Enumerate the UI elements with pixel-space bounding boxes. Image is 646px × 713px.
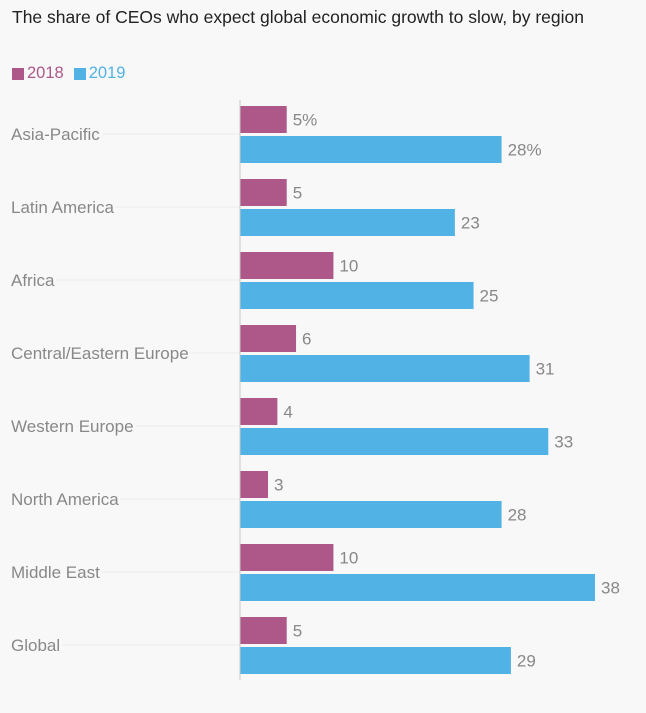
category-label: Asia-Pacific xyxy=(11,125,100,144)
legend-label-2019: 2019 xyxy=(88,64,126,82)
bar-2019 xyxy=(240,355,530,382)
value-label-2019: 28% xyxy=(508,141,542,160)
bar-2018 xyxy=(240,471,269,498)
chart-title: The share of CEOs who expect global econ… xyxy=(12,7,584,27)
bar-2018 xyxy=(240,179,287,206)
value-label-2019: 28 xyxy=(508,506,527,525)
bar-2019 xyxy=(240,501,502,528)
legend-item-2019: 2019 xyxy=(73,64,126,83)
bar-2019 xyxy=(240,282,474,309)
category-label: Latin America xyxy=(11,198,115,217)
value-label-2018: 10 xyxy=(339,549,358,568)
legend-label-2018: 2018 xyxy=(27,64,64,82)
bar-2018 xyxy=(240,252,334,279)
bar-2019 xyxy=(240,136,502,163)
value-label-2018: 6 xyxy=(302,330,311,349)
category-label: North America xyxy=(11,490,119,509)
bar-2019 xyxy=(240,574,595,601)
value-label-2019: 23 xyxy=(461,214,480,233)
legend: 2018 2019 xyxy=(12,64,135,83)
value-label-2019: 33 xyxy=(554,433,573,452)
bar-2018 xyxy=(240,398,278,425)
bar-2018 xyxy=(240,325,297,352)
legend-swatch-2018 xyxy=(12,67,24,80)
category-label: Central/Eastern Europe xyxy=(11,344,189,363)
value-label-2018: 4 xyxy=(283,403,292,422)
value-label-2019: 29 xyxy=(517,652,536,671)
legend-swatch-2019 xyxy=(73,67,86,80)
value-label-2019: 38 xyxy=(601,579,620,598)
value-label-2018: 5% xyxy=(293,111,318,130)
value-label-2019: 31 xyxy=(536,360,555,379)
category-label: Global xyxy=(11,636,60,655)
legend-item-2018: 2018 xyxy=(12,64,64,83)
bar-2018 xyxy=(240,544,334,571)
category-label: Africa xyxy=(11,271,55,290)
category-label: Western Europe xyxy=(11,417,134,436)
category-label: Middle East xyxy=(11,563,100,582)
value-label-2019: 25 xyxy=(480,287,499,306)
value-label-2018: 10 xyxy=(339,257,358,276)
bar-2019 xyxy=(240,647,511,674)
value-label-2018: 5 xyxy=(293,622,302,641)
bar-2019 xyxy=(240,209,455,236)
bar-2018 xyxy=(240,106,287,133)
value-label-2018: 5 xyxy=(293,184,302,203)
value-label-2018: 3 xyxy=(274,476,283,495)
bar-2019 xyxy=(240,428,549,455)
bar-2018 xyxy=(240,617,287,644)
